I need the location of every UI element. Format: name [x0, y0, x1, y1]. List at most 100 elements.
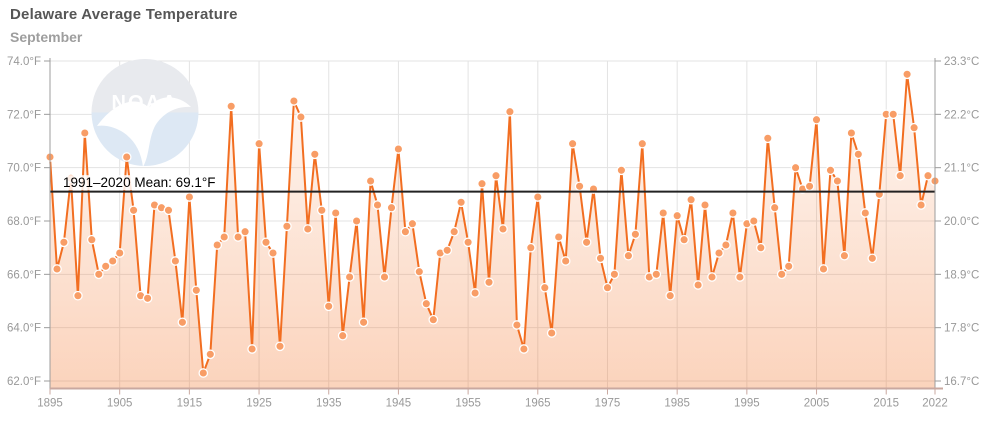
- data-point[interactable]: [205, 349, 216, 360]
- data-point[interactable]: [456, 197, 466, 208]
- data-point[interactable]: [275, 341, 285, 352]
- data-point[interactable]: [282, 221, 292, 232]
- data-point[interactable]: [247, 344, 257, 354]
- data-point[interactable]: [762, 133, 773, 144]
- data-point[interactable]: [330, 208, 341, 218]
- data-point[interactable]: [268, 248, 278, 258]
- data-point[interactable]: [358, 317, 369, 328]
- data-point[interactable]: [484, 277, 494, 288]
- data-point[interactable]: [923, 170, 933, 181]
- data-point[interactable]: [163, 205, 174, 216]
- data-point[interactable]: [567, 138, 578, 149]
- data-point[interactable]: [512, 320, 522, 330]
- data-point[interactable]: [811, 114, 822, 125]
- data-point[interactable]: [825, 165, 836, 176]
- data-point[interactable]: [491, 170, 501, 181]
- data-point[interactable]: [769, 202, 780, 213]
- data-point[interactable]: [505, 106, 515, 117]
- data-point[interactable]: [463, 237, 473, 248]
- data-point[interactable]: [212, 240, 223, 250]
- data-point[interactable]: [700, 200, 710, 210]
- data-point[interactable]: [386, 202, 397, 213]
- data-point[interactable]: [254, 138, 264, 149]
- data-point[interactable]: [519, 344, 529, 354]
- data-point[interactable]: [477, 178, 487, 189]
- data-point[interactable]: [616, 165, 627, 176]
- data-point[interactable]: [142, 293, 153, 304]
- data-point[interactable]: [79, 128, 90, 138]
- data-point[interactable]: [198, 368, 209, 378]
- data-point[interactable]: [532, 192, 543, 202]
- data-point[interactable]: [302, 224, 313, 234]
- data-point[interactable]: [121, 152, 132, 162]
- data-point[interactable]: [804, 181, 815, 192]
- data-point[interactable]: [714, 248, 724, 258]
- data-point[interactable]: [839, 250, 850, 261]
- data-point[interactable]: [693, 280, 703, 290]
- data-point[interactable]: [289, 96, 299, 106]
- data-point[interactable]: [748, 216, 759, 226]
- data-point[interactable]: [630, 229, 641, 240]
- data-point[interactable]: [902, 69, 912, 80]
- data-point[interactable]: [672, 210, 683, 221]
- data-point[interactable]: [909, 122, 919, 133]
- data-point[interactable]: [581, 237, 592, 248]
- data-point[interactable]: [651, 269, 662, 280]
- data-point[interactable]: [414, 266, 425, 277]
- data-point[interactable]: [240, 226, 250, 237]
- data-point[interactable]: [344, 272, 355, 282]
- data-point[interactable]: [707, 272, 717, 282]
- data-point[interactable]: [351, 216, 362, 226]
- data-point[interactable]: [184, 192, 195, 202]
- data-point[interactable]: [323, 301, 334, 312]
- data-point[interactable]: [100, 261, 111, 272]
- data-point[interactable]: [233, 232, 243, 242]
- data-point[interactable]: [623, 250, 634, 261]
- data-point[interactable]: [170, 256, 181, 266]
- data-point[interactable]: [888, 109, 899, 120]
- data-point[interactable]: [574, 181, 585, 192]
- data-point[interactable]: [400, 226, 411, 237]
- data-point[interactable]: [916, 200, 926, 210]
- data-point[interactable]: [721, 240, 731, 250]
- data-point[interactable]: [407, 218, 418, 229]
- data-point[interactable]: [86, 234, 97, 245]
- data-point[interactable]: [853, 149, 864, 160]
- data-point[interactable]: [846, 128, 857, 138]
- data-point[interactable]: [539, 282, 550, 293]
- data-point[interactable]: [309, 149, 320, 160]
- data-point[interactable]: [442, 245, 453, 256]
- data-point[interactable]: [177, 317, 188, 328]
- data-point[interactable]: [296, 112, 306, 122]
- data-point[interactable]: [470, 288, 480, 298]
- data-point[interactable]: [219, 232, 230, 242]
- data-point[interactable]: [191, 285, 202, 296]
- data-point[interactable]: [553, 232, 564, 242]
- data-point[interactable]: [73, 290, 83, 301]
- data-point[interactable]: [735, 272, 745, 282]
- data-point[interactable]: [665, 290, 676, 301]
- data-point[interactable]: [449, 226, 460, 237]
- data-point[interactable]: [776, 269, 787, 280]
- data-point[interactable]: [421, 298, 432, 309]
- data-point[interactable]: [52, 264, 62, 274]
- data-point[interactable]: [860, 208, 871, 218]
- data-point[interactable]: [595, 253, 606, 264]
- data-point[interactable]: [602, 282, 613, 293]
- data-point[interactable]: [637, 138, 648, 149]
- data-point[interactable]: [365, 176, 376, 186]
- data-point[interactable]: [818, 264, 829, 274]
- data-point[interactable]: [560, 256, 571, 266]
- data-point[interactable]: [525, 242, 536, 253]
- data-point[interactable]: [895, 170, 906, 181]
- data-point[interactable]: [372, 200, 383, 210]
- data-point[interactable]: [679, 234, 689, 245]
- data-point[interactable]: [546, 328, 557, 338]
- data-point[interactable]: [114, 248, 125, 258]
- data-point[interactable]: [790, 162, 801, 173]
- data-point[interactable]: [226, 101, 237, 112]
- data-point[interactable]: [428, 314, 439, 325]
- data-point[interactable]: [783, 261, 794, 272]
- data-point[interactable]: [316, 205, 327, 216]
